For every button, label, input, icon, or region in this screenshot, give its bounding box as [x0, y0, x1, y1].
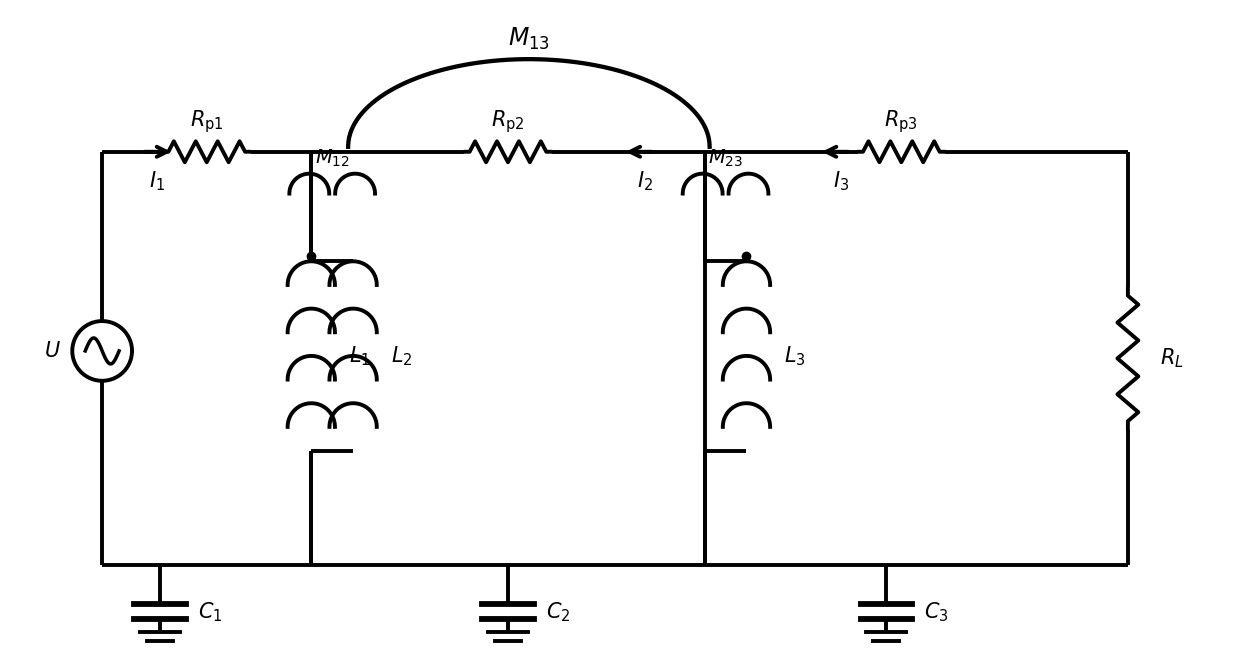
Text: $L_1$: $L_1$ [350, 344, 371, 368]
Text: $I_3$: $I_3$ [833, 170, 849, 193]
Text: $C_1$: $C_1$ [197, 600, 222, 623]
Text: $M_{12}$: $M_{12}$ [315, 148, 350, 169]
Text: $C_2$: $C_2$ [546, 600, 570, 623]
Text: $I_2$: $I_2$ [637, 170, 653, 193]
Text: $L_3$: $L_3$ [785, 344, 806, 368]
Text: $M_{13}$: $M_{13}$ [508, 26, 549, 52]
Text: $C_3$: $C_3$ [924, 600, 949, 623]
Text: $R_L$: $R_L$ [1159, 347, 1183, 370]
Text: $M_{23}$: $M_{23}$ [708, 148, 743, 169]
Text: $R_{\mathrm{p2}}$: $R_{\mathrm{p2}}$ [491, 109, 525, 136]
Text: $L_2$: $L_2$ [391, 344, 413, 368]
Text: $R_{\mathrm{p1}}$: $R_{\mathrm{p1}}$ [190, 109, 223, 136]
Text: $I_1$: $I_1$ [149, 170, 165, 193]
Text: $U$: $U$ [43, 341, 61, 361]
Text: $R_{\mathrm{p3}}$: $R_{\mathrm{p3}}$ [884, 109, 919, 136]
